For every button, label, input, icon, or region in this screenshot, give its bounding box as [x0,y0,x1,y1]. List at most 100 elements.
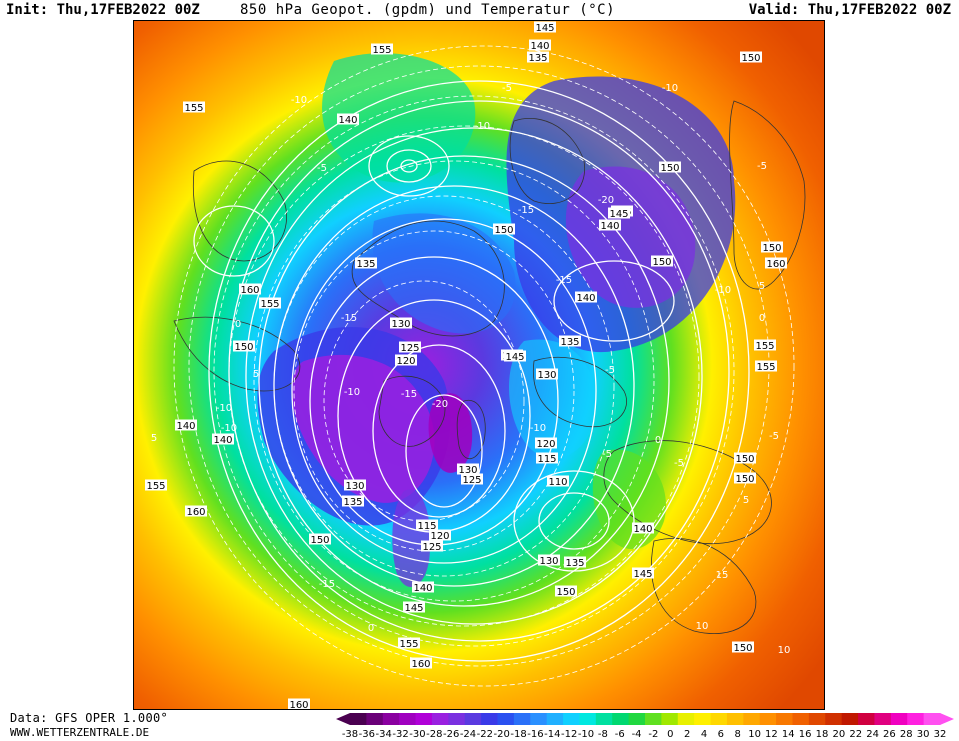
geopotential-label-text: 140 [176,421,195,432]
colorbar-swatch [399,713,417,725]
geopotential-label-text: 155 [372,45,391,56]
geopotential-label: 160 [765,257,787,270]
geopotential-label-text: 145 [404,603,423,614]
geopotential-label: 150 [555,585,577,598]
temperature-label: -10 [715,285,731,296]
colorbar-swatch [546,713,564,725]
colorbar-tick-label: 20 [832,729,845,740]
colorbar-swatch [645,713,662,725]
colorbar-tick-label: -28 [426,729,442,740]
colorbar-swatch [759,713,777,725]
colorbar-tick-label: -14 [544,729,560,740]
geopotential-label-text: 140 [413,583,432,594]
colorbar-swatch [579,713,597,725]
colorbar-swatch [907,713,925,725]
colorbar-tick-label: -26 [443,729,459,740]
geopotential-labels: 1451401351551501551401501351401501451501… [145,21,787,709]
geopotential-label-text: 150 [762,243,781,254]
temperature-label: -5 [602,449,612,460]
geopotential-label-text: 135 [356,259,375,270]
colorbar-swatch [808,713,826,725]
geopotential-label-text: 140 [530,41,549,52]
temperature-label: -10 [216,403,232,414]
geopotential-label-text: 145 [505,352,524,363]
geopotential-label: 130 [536,368,558,381]
geopotential-label: 155 [183,101,205,114]
geopotential-label-text: 140 [213,435,232,446]
geopotential-label: 130 [390,317,412,330]
temperature-label: -15 [341,313,357,324]
colorbar-swatch [563,713,580,725]
geopotential-label-text: 130 [345,481,364,492]
temperature-label: -10 [344,387,360,398]
geopotential-label-text: 130 [458,465,477,476]
geopotential-label-text: 150 [652,257,671,268]
geopotential-label-text: 150 [735,474,754,485]
geopotential-label-text: 140 [576,293,595,304]
temperature-label: -5 [317,163,327,174]
colorbar-tick-label: -2 [648,729,658,740]
temperature-label: -10 [221,423,237,434]
colorbar-tick-label: -30 [409,729,425,740]
geopotential-label: 160 [410,657,432,670]
temperature-label: -5 [674,458,684,469]
colorbar-swatch [661,713,679,725]
geopotential-label: 135 [527,51,549,64]
geopotential-label-text: 125 [422,542,441,553]
geopotential-label: 155 [145,479,167,492]
colorbar-swatch [710,713,728,725]
temperature-label: 0 [655,435,661,446]
temperature-label: -10 [474,121,490,132]
temperature-label: -5 [502,83,512,94]
colorbar-tick-label: 2 [684,729,690,740]
geopotential-label: 140 [337,113,359,126]
colorbar-ticks: -38 -36 -34 -32 -30 -28 -26 -24 -22 -20 -18 -16 -14-… [342,729,947,740]
geopotential-label: 130 [457,463,479,476]
temperature-label: 5 [743,495,749,506]
colorbar-tick-label: -36 [359,729,375,740]
geopotential-label-text: 130 [391,319,410,330]
colorbar-swatch [415,713,433,725]
geopotential-label-text: 155 [260,299,279,310]
geopotential-label-text: 120 [430,531,449,542]
geopotential-label-text: 120 [536,439,555,450]
weather-map-svg: 1451401351551501551401501351401501451501… [134,21,824,709]
colorbar-swatch [366,713,384,725]
geopotential-label: 140 [175,419,197,432]
geopotential-label: 125 [421,540,443,553]
geopotential-label: 140 [575,291,597,304]
geopotential-label-text: 155 [756,362,775,373]
colorbar-swatch [497,713,515,725]
geopotential-label: 135 [559,335,581,348]
geopotential-label: 120 [429,529,451,542]
geopotential-label: 160 [288,698,310,709]
colorbar-swatch [858,713,875,725]
colorbar-min-arrow [336,713,350,725]
geopotential-label: 140 [632,522,654,535]
temperature-label: -20 [598,195,614,206]
geopotential-label: 155 [398,637,420,650]
colorbar-tick-label: -6 [615,729,625,740]
colorbar-tick-label: 10 [748,729,761,740]
geopotential-label: 125 [399,341,421,354]
geopotential-label-text: 160 [766,259,785,270]
colorbar-swatch [923,713,941,725]
colorbar-swatch [874,713,892,725]
temperature-label: -20 [432,399,448,410]
temperature-label: 5 [253,369,259,380]
colorbar-tick-label: -12 [561,729,577,740]
colorbar-swatch [595,713,613,725]
geopotential-label: 150 [761,241,783,254]
geopotential-label-text: 150 [556,587,575,598]
init-time: Init: Thu,17FEB2022 00Z [6,2,200,18]
geopotential-label-text: 155 [184,103,203,114]
geopotential-label: 120 [535,437,557,450]
temperature-label: 10 [778,645,791,656]
geopotential-label-text: 135 [565,558,584,569]
temperature-label: -5 [757,161,767,172]
colorbar-tick-label: 8 [735,729,741,740]
geopotential-label: 160 [239,283,261,296]
geopotential-label-text: 135 [560,337,579,348]
colorbar-tick-label: 16 [799,729,812,740]
geopotential-label: 135 [355,257,377,270]
